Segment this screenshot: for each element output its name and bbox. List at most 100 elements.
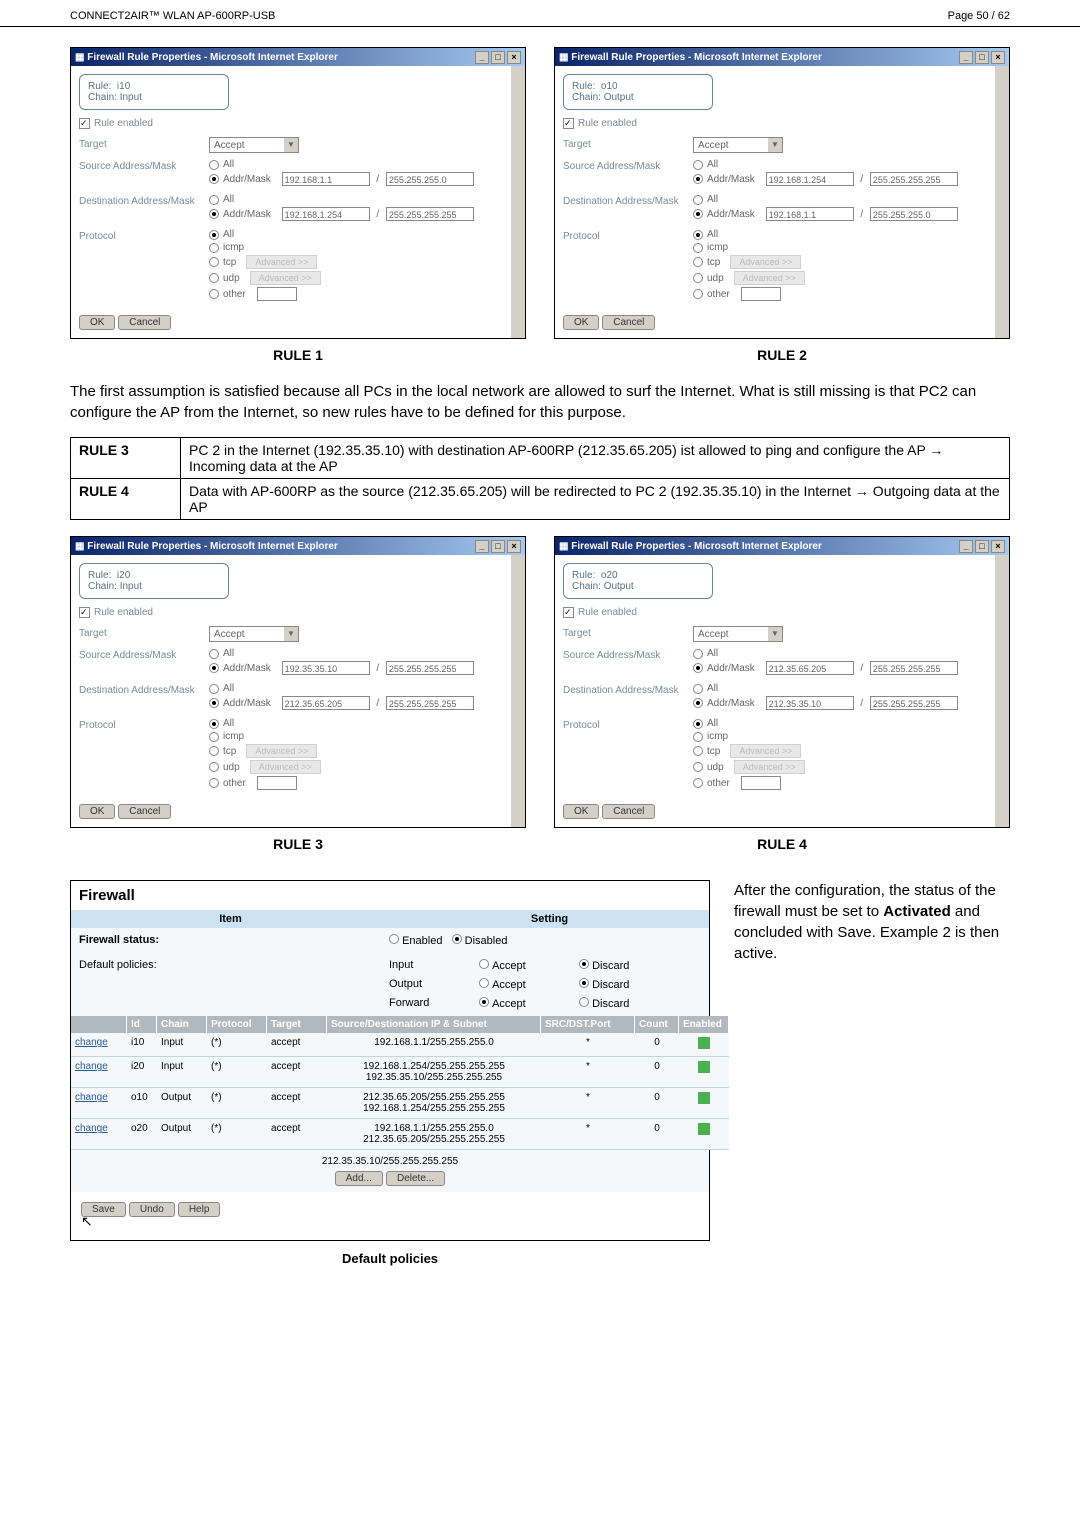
src-addr-radio[interactable] — [209, 174, 219, 184]
min-btn[interactable]: _ — [959, 51, 973, 64]
src-addr-input[interactable]: 192.35.35.10 — [282, 661, 370, 675]
min-btn[interactable]: _ — [475, 540, 489, 553]
proto-tcp[interactable] — [209, 746, 219, 756]
target-select[interactable]: Accept▼ — [209, 137, 299, 153]
other-input[interactable] — [741, 287, 781, 301]
cancel-button[interactable]: Cancel — [118, 315, 171, 330]
proto-udp[interactable] — [693, 762, 703, 772]
src-all-radio[interactable] — [209, 160, 219, 170]
target-select[interactable]: Accept▼ — [693, 137, 783, 153]
proto-all[interactable] — [693, 230, 703, 240]
src-addr-input[interactable]: 212.35.65.205 — [766, 661, 854, 675]
add-button[interactable]: Add... — [335, 1171, 383, 1186]
min-btn[interactable]: _ — [475, 51, 489, 64]
other-input[interactable] — [257, 776, 297, 790]
other-input[interactable] — [741, 776, 781, 790]
cancel-button[interactable]: Cancel — [602, 804, 655, 819]
target-select[interactable]: Accept▼ — [693, 626, 783, 642]
fw-disabled-radio[interactable] — [452, 934, 462, 944]
tcp-adv-btn[interactable]: Advanced >> — [730, 744, 801, 758]
proto-icmp[interactable] — [693, 732, 703, 742]
proto-other[interactable] — [209, 289, 219, 299]
src-addr-input[interactable]: 192.168.1.1 — [282, 172, 370, 186]
proto-icmp[interactable] — [693, 243, 703, 253]
delete-button[interactable]: Delete... — [386, 1171, 445, 1186]
close-btn[interactable]: × — [507, 540, 521, 553]
proto-udp[interactable] — [209, 273, 219, 283]
dst-addr-radio[interactable] — [693, 698, 703, 708]
output-accept[interactable] — [479, 978, 489, 988]
scrollbar[interactable] — [995, 66, 1009, 338]
src-mask-input[interactable]: 255.255.255.255 — [870, 661, 958, 675]
dst-addr-radio[interactable] — [693, 209, 703, 219]
proto-tcp[interactable] — [693, 257, 703, 267]
src-all-radio[interactable] — [209, 649, 219, 659]
change-link[interactable]: change — [71, 1119, 127, 1150]
src-addr-radio[interactable] — [693, 663, 703, 673]
input-discard[interactable] — [579, 959, 589, 969]
rule-enabled-check[interactable] — [79, 118, 90, 129]
cancel-button[interactable]: Cancel — [602, 315, 655, 330]
proto-tcp[interactable] — [209, 257, 219, 267]
dst-addr-input[interactable]: 192.168.1.254 — [282, 207, 370, 221]
rule-enabled-check[interactable] — [79, 607, 90, 618]
enabled-check[interactable] — [698, 1123, 710, 1135]
dst-mask-input[interactable]: 255.255.255.0 — [870, 207, 958, 221]
udp-adv-btn[interactable]: Advanced >> — [734, 760, 805, 774]
other-input[interactable] — [257, 287, 297, 301]
forward-discard[interactable] — [579, 997, 589, 1007]
target-select[interactable]: Accept▼ — [209, 626, 299, 642]
forward-accept[interactable] — [479, 997, 489, 1007]
scrollbar[interactable] — [511, 66, 525, 338]
rule-enabled-check[interactable] — [563, 118, 574, 129]
src-all-radio[interactable] — [693, 160, 703, 170]
proto-udp[interactable] — [693, 273, 703, 283]
help-button[interactable]: Help — [178, 1202, 221, 1217]
src-all-radio[interactable] — [693, 649, 703, 659]
close-btn[interactable]: × — [507, 51, 521, 64]
max-btn[interactable]: □ — [491, 51, 505, 64]
max-btn[interactable]: □ — [975, 51, 989, 64]
ok-button[interactable]: OK — [563, 804, 599, 819]
udp-adv-btn[interactable]: Advanced >> — [250, 271, 321, 285]
dst-addr-input[interactable]: 212.35.35.10 — [766, 696, 854, 710]
fw-enabled-radio[interactable] — [389, 934, 399, 944]
udp-adv-btn[interactable]: Advanced >> — [250, 760, 321, 774]
cancel-button[interactable]: Cancel — [118, 804, 171, 819]
src-mask-input[interactable]: 255.255.255.0 — [386, 172, 474, 186]
enabled-check[interactable] — [698, 1061, 710, 1073]
tcp-adv-btn[interactable]: Advanced >> — [246, 744, 317, 758]
scrollbar[interactable] — [511, 555, 525, 827]
dst-addr-radio[interactable] — [209, 209, 219, 219]
rule-enabled-check[interactable] — [563, 607, 574, 618]
dst-addr-input[interactable]: 212.35.65.205 — [282, 696, 370, 710]
dst-mask-input[interactable]: 255.255.255.255 — [386, 207, 474, 221]
undo-button[interactable]: Undo — [129, 1202, 175, 1217]
dst-mask-input[interactable]: 255.255.255.255 — [386, 696, 474, 710]
change-link[interactable]: change — [71, 1057, 127, 1088]
dst-mask-input[interactable]: 255.255.255.255 — [870, 696, 958, 710]
output-discard[interactable] — [579, 978, 589, 988]
ok-button[interactable]: OK — [79, 315, 115, 330]
proto-all[interactable] — [209, 719, 219, 729]
proto-udp[interactable] — [209, 762, 219, 772]
max-btn[interactable]: □ — [491, 540, 505, 553]
change-link[interactable]: change — [71, 1088, 127, 1119]
proto-other[interactable] — [209, 778, 219, 788]
ok-button[interactable]: OK — [563, 315, 599, 330]
udp-adv-btn[interactable]: Advanced >> — [734, 271, 805, 285]
input-accept[interactable] — [479, 959, 489, 969]
src-addr-input[interactable]: 192.168.1.254 — [766, 172, 854, 186]
ok-button[interactable]: OK — [79, 804, 115, 819]
proto-all[interactable] — [209, 230, 219, 240]
src-addr-radio[interactable] — [209, 663, 219, 673]
proto-icmp[interactable] — [209, 243, 219, 253]
tcp-adv-btn[interactable]: Advanced >> — [246, 255, 317, 269]
tcp-adv-btn[interactable]: Advanced >> — [730, 255, 801, 269]
dst-all-radio[interactable] — [209, 684, 219, 694]
dst-all-radio[interactable] — [209, 195, 219, 205]
dst-addr-radio[interactable] — [209, 698, 219, 708]
proto-other[interactable] — [693, 289, 703, 299]
proto-all[interactable] — [693, 719, 703, 729]
min-btn[interactable]: _ — [959, 540, 973, 553]
